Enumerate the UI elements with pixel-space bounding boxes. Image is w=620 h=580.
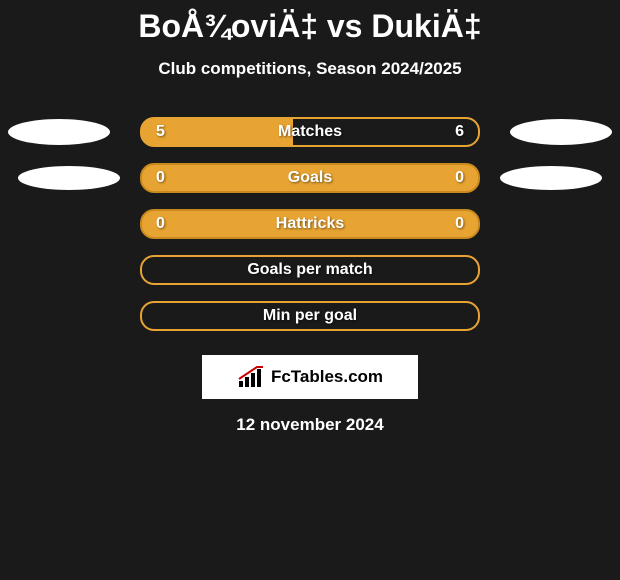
matches-label: Matches — [278, 123, 342, 141]
matches-row: 5 Matches 6 — [0, 117, 620, 147]
min-per-goal-bar: Min per goal — [140, 301, 480, 331]
subtitle: Club competitions, Season 2024/2025 — [158, 59, 461, 79]
left-ellipse-2 — [18, 166, 120, 190]
page-title: BoÅ¾oviÄ‡ vs DukiÄ‡ — [138, 8, 481, 45]
hattricks-right-value: 0 — [455, 215, 464, 233]
logo-box: FcTables.com — [202, 355, 418, 399]
date-text: 12 november 2024 — [236, 415, 383, 435]
goals-label: Goals — [288, 169, 332, 187]
matches-left-value: 5 — [156, 123, 165, 141]
chart-icon — [237, 365, 265, 389]
gpm-label: Goals per match — [247, 261, 372, 279]
left-ellipse-1 — [8, 119, 110, 145]
hattricks-row: 0 Hattricks 0 — [0, 209, 620, 239]
main-container: BoÅ¾oviÄ‡ vs DukiÄ‡ Club competitions, S… — [0, 0, 620, 435]
right-ellipse-1 — [510, 119, 612, 145]
hattricks-label: Hattricks — [276, 215, 344, 233]
matches-bar: 5 Matches 6 — [140, 117, 480, 147]
goals-per-match-row: Goals per match — [0, 255, 620, 285]
matches-right-value: 6 — [455, 123, 464, 141]
goals-left-value: 0 — [156, 169, 165, 187]
min-per-goal-row: Min per goal — [0, 301, 620, 331]
hattricks-left-value: 0 — [156, 215, 165, 233]
hattricks-bar: 0 Hattricks 0 — [140, 209, 480, 239]
goals-per-match-bar: Goals per match — [140, 255, 480, 285]
logo-text: FcTables.com — [271, 367, 383, 387]
right-ellipse-2 — [500, 166, 602, 190]
goals-bar: 0 Goals 0 — [140, 163, 480, 193]
logo-content: FcTables.com — [237, 365, 383, 389]
goals-row: 0 Goals 0 — [0, 163, 620, 193]
goals-right-value: 0 — [455, 169, 464, 187]
mpg-label: Min per goal — [263, 307, 357, 325]
